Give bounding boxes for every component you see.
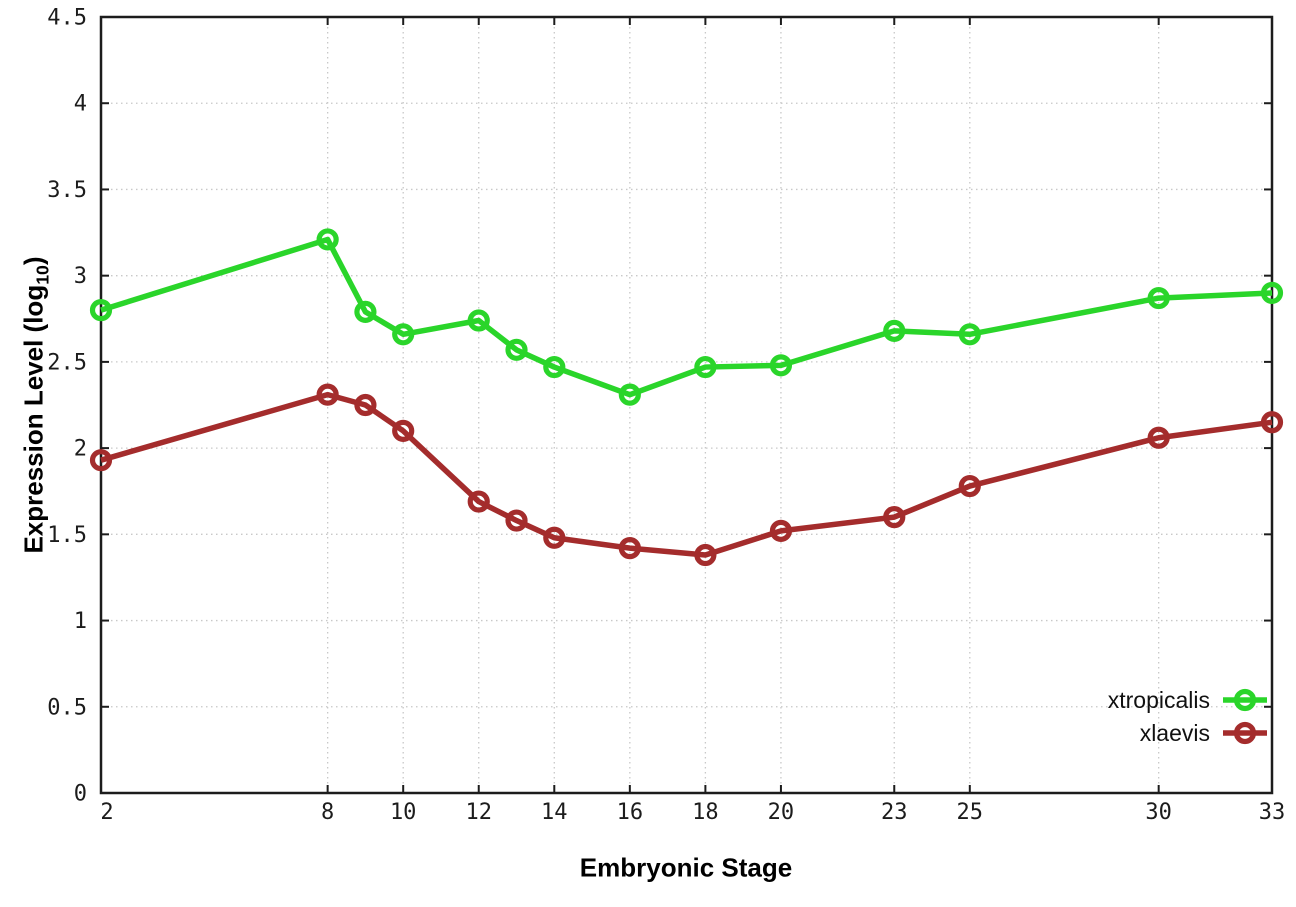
data-point-xlaevis — [769, 519, 793, 542]
x-tick-label: 10 — [390, 800, 417, 825]
y-tick-label: 4.5 — [47, 6, 87, 31]
data-point-xtropicalis — [543, 355, 566, 379]
data-point-xtropicalis — [354, 300, 377, 323]
data-point-xtropicalis — [1147, 286, 1170, 310]
y-tick-label: 0 — [74, 782, 87, 807]
data-point-xlaevis — [1147, 426, 1170, 449]
x-tick-label: 16 — [617, 800, 644, 825]
y-axis-title-subscript: 10 — [32, 265, 53, 285]
data-point-xlaevis — [316, 383, 339, 406]
data-point-xlaevis — [543, 526, 566, 549]
data-point-xlaevis — [505, 509, 528, 532]
y-tick-label: 2.5 — [47, 350, 87, 375]
data-point-xlaevis — [1260, 411, 1284, 434]
series-line-xtropicalis — [100, 236, 1273, 398]
y-tick-label: 1.5 — [47, 523, 87, 548]
y-tick-label: 3.5 — [47, 178, 87, 203]
plot-border — [99, 15, 1274, 795]
y-axis-title-close: ) — [18, 256, 49, 266]
data-point-xlaevis — [89, 449, 113, 472]
data-point-xtropicalis — [89, 299, 113, 322]
x-tick-label: 33 — [1259, 800, 1286, 825]
y-axis-title-text: Expression Level (log10) — [18, 256, 53, 553]
x-tick-label: 25 — [957, 800, 984, 825]
x-tick-label: 2 — [100, 800, 113, 825]
data-point-xtropicalis — [316, 228, 339, 251]
x-tick-label: 8 — [321, 800, 334, 825]
series-line-xlaevis — [100, 391, 1273, 558]
data-point-xtropicalis — [505, 338, 528, 361]
legend-sample-marker-xtropicalis — [1233, 688, 1257, 712]
data-point-xtropicalis — [883, 319, 906, 342]
x-tick-label: 18 — [692, 800, 719, 825]
data-point-xtropicalis — [769, 354, 793, 377]
y-tick-label: 4 — [74, 92, 87, 117]
legend-sample-marker-xlaevis — [1233, 721, 1257, 745]
data-point-xlaevis — [883, 505, 906, 529]
x-tick-label: 23 — [881, 800, 908, 825]
x-tick-label: 14 — [541, 800, 568, 825]
data-point-xtropicalis — [467, 309, 490, 332]
data-point-xtropicalis — [392, 323, 415, 346]
x-tick-label: 20 — [768, 800, 795, 825]
x-axis-title: Embryonic Stage — [579, 852, 793, 883]
data-point-xlaevis — [694, 543, 717, 567]
y-tick-label: 3 — [74, 264, 87, 289]
legend-label-xtropicalis: xtropicalis — [1108, 687, 1210, 713]
data-point-xtropicalis — [1260, 281, 1284, 305]
legend-label-xlaevis: xlaevis — [1140, 720, 1210, 746]
x-tick-label: 12 — [465, 800, 492, 825]
data-point-xlaevis — [354, 393, 377, 417]
y-axis-title-main: Expression Level (log — [18, 284, 49, 554]
data-point-xtropicalis — [958, 323, 981, 346]
y-tick-label: 0.5 — [47, 695, 87, 720]
data-point-xlaevis — [958, 474, 981, 498]
data-point-xlaevis — [618, 537, 641, 560]
data-point-xlaevis — [392, 419, 415, 442]
data-point-xlaevis — [467, 490, 490, 513]
y-tick-label: 1 — [74, 609, 87, 634]
data-point-xtropicalis — [694, 355, 717, 379]
x-tick-label: 30 — [1145, 800, 1172, 825]
y-tick-label: 2 — [74, 437, 87, 462]
data-point-xtropicalis — [618, 383, 641, 406]
